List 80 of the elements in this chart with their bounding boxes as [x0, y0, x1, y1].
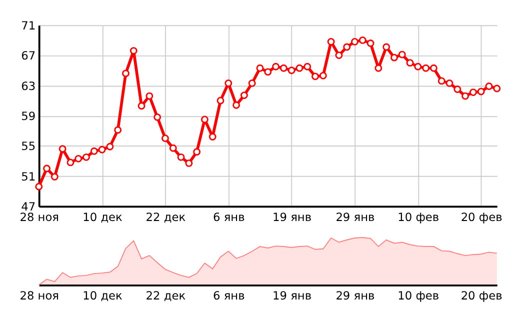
point — [469, 88, 477, 96]
x-tick-label: 10 фев — [398, 210, 440, 224]
point — [185, 160, 193, 167]
point — [485, 82, 493, 90]
point — [256, 64, 264, 72]
y-tick-label: 59 — [21, 108, 36, 123]
x-tick-label: 22 дек — [146, 210, 186, 224]
point — [382, 43, 390, 51]
x-tick-label: 10 фев — [398, 288, 440, 303]
x-tick-label: 29 янв — [336, 210, 376, 224]
x-tick-label: 22 дек — [146, 288, 186, 303]
point — [130, 47, 138, 54]
x-tick-label: 6 янв — [212, 210, 246, 224]
x-tick-label: 20 фев — [460, 210, 503, 224]
point — [74, 154, 82, 162]
point — [343, 43, 351, 51]
point — [240, 92, 248, 99]
point — [430, 64, 438, 72]
point — [454, 86, 462, 93]
y-tick-label: 55 — [21, 139, 36, 154]
point — [82, 153, 90, 161]
point — [216, 96, 224, 104]
point — [304, 62, 312, 70]
x-tick-label: 20 фев — [460, 288, 503, 303]
point — [414, 62, 422, 70]
point — [35, 182, 43, 190]
point — [358, 36, 366, 44]
point — [493, 84, 501, 92]
y-tick-label: 71 — [21, 18, 36, 32]
point — [208, 133, 216, 141]
point — [98, 146, 106, 154]
x-tick-label: 6 янв — [212, 288, 246, 303]
point — [66, 158, 74, 166]
point — [312, 72, 319, 80]
point — [248, 80, 256, 87]
y-tick-label: 67 — [21, 48, 36, 63]
point — [438, 77, 446, 85]
point — [462, 92, 469, 100]
point — [327, 38, 335, 46]
point — [201, 116, 208, 124]
point — [50, 173, 58, 180]
point — [406, 59, 414, 67]
point — [374, 64, 382, 72]
point — [390, 54, 398, 62]
point — [264, 68, 272, 76]
point — [154, 113, 162, 121]
point — [106, 142, 114, 150]
point — [296, 64, 304, 72]
point — [193, 148, 201, 156]
x-tick-label: 10 дек — [82, 210, 123, 224]
x-tick-label: 28 ноя — [20, 288, 59, 303]
point — [138, 102, 146, 110]
point — [146, 92, 154, 100]
point — [351, 38, 358, 46]
y-tick-label: 51 — [21, 169, 36, 184]
point — [162, 134, 169, 142]
point — [169, 144, 177, 152]
point — [114, 126, 122, 134]
point — [122, 70, 130, 78]
point — [398, 50, 406, 58]
point — [288, 66, 296, 74]
point — [232, 101, 240, 109]
point — [224, 80, 232, 87]
point — [422, 64, 430, 72]
point — [319, 72, 327, 80]
point — [477, 88, 485, 96]
point — [280, 64, 288, 72]
point — [366, 40, 374, 47]
point — [43, 164, 50, 172]
x-tick-label: 19 янв — [272, 210, 312, 224]
point — [58, 145, 66, 153]
x-tick-label: 10 дек — [82, 288, 123, 303]
x-tick-label: 19 янв — [272, 288, 312, 303]
point — [177, 153, 185, 161]
point — [90, 147, 98, 155]
y-tick-label: 63 — [21, 78, 36, 93]
point — [335, 52, 343, 60]
point — [272, 62, 280, 70]
x-tick-label: 29 янв — [336, 288, 376, 303]
point — [446, 80, 454, 87]
